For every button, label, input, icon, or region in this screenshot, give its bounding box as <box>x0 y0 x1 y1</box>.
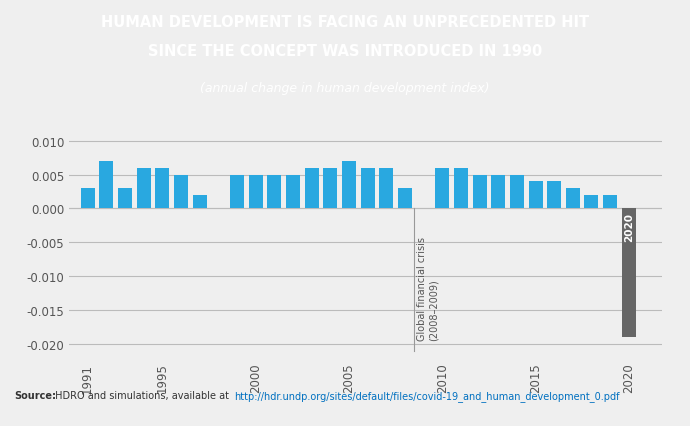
Bar <box>454 168 468 209</box>
Text: 2020: 2020 <box>624 213 634 241</box>
Bar <box>417 208 431 209</box>
Text: (annual change in human development index): (annual change in human development inde… <box>200 82 490 95</box>
Bar <box>174 175 188 209</box>
Bar <box>248 175 263 209</box>
Bar <box>491 175 505 209</box>
Bar <box>193 196 206 209</box>
Bar <box>118 189 132 209</box>
Text: SINCE THE CONCEPT WAS INTRODUCED IN 1990: SINCE THE CONCEPT WAS INTRODUCED IN 1990 <box>148 43 542 58</box>
Bar <box>361 168 375 209</box>
Text: HUMAN DEVELOPMENT IS FACING AN UNPRECEDENTED HIT: HUMAN DEVELOPMENT IS FACING AN UNPRECEDE… <box>101 14 589 30</box>
Bar <box>603 196 617 209</box>
Text: Source:: Source: <box>14 391 56 400</box>
Bar <box>473 175 486 209</box>
Bar <box>304 168 319 209</box>
Bar <box>286 175 300 209</box>
Bar <box>380 168 393 209</box>
Text: http://hdr.undp.org/sites/default/files/covid-19_and_human_development_0.pdf: http://hdr.undp.org/sites/default/files/… <box>235 390 620 401</box>
Bar <box>230 175 244 209</box>
Bar <box>137 168 150 209</box>
Text: HDRO and simulations, available at: HDRO and simulations, available at <box>52 391 232 400</box>
Text: Global financial crisis
(2008–2009): Global financial crisis (2008–2009) <box>417 236 439 340</box>
Bar <box>155 168 169 209</box>
Bar <box>323 168 337 209</box>
Bar <box>342 161 356 209</box>
Bar <box>81 189 95 209</box>
Bar <box>99 161 113 209</box>
Bar <box>435 168 449 209</box>
Bar <box>547 182 561 209</box>
Bar <box>398 189 412 209</box>
Bar <box>267 175 282 209</box>
Bar <box>566 189 580 209</box>
Bar <box>529 182 542 209</box>
Bar <box>510 175 524 209</box>
Bar <box>622 209 635 337</box>
Bar <box>211 208 225 209</box>
Bar <box>584 196 598 209</box>
